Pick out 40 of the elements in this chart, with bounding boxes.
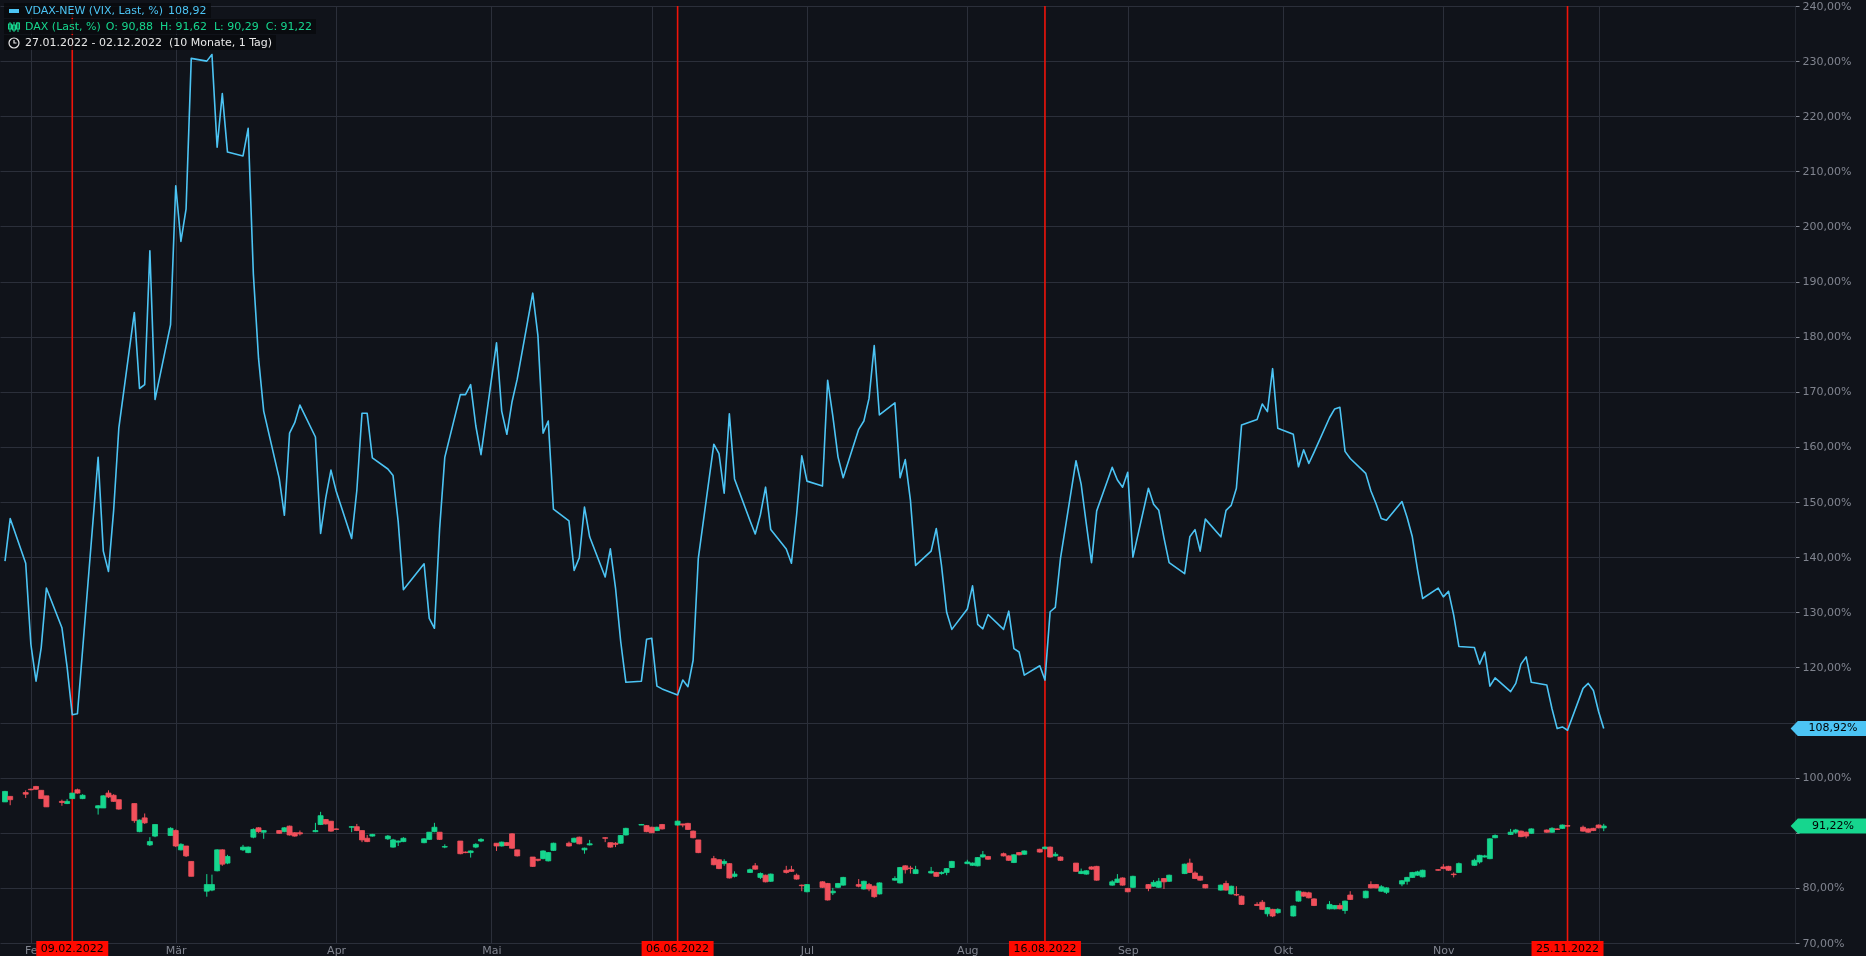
y-tick-label: 180,00% — [1802, 330, 1852, 344]
x-tick-label: Sep — [1117, 943, 1139, 956]
y-tick-label: 210,00% — [1802, 164, 1852, 178]
x-tick-label: Mär — [165, 943, 188, 956]
y-tick-label: 230,00% — [1802, 54, 1852, 68]
legend-label: VDAX-NEW (VIX, Last, %) — [25, 3, 164, 18]
y-tick-label: 70,00% — [1802, 936, 1845, 950]
x-tick-label: Nov — [1433, 943, 1456, 956]
ref-line-label: 16.08.2022 — [1013, 942, 1077, 955]
y-tick-label: 190,00% — [1802, 275, 1852, 289]
x-tick-label: Mai — [482, 943, 502, 956]
y-tick-label: 160,00% — [1802, 440, 1852, 454]
x-tick-label: Apr — [327, 943, 347, 956]
y-tick-label: 240,00% — [1802, 0, 1852, 13]
line-series — [4, 53, 1605, 732]
legend-label: DAX (Last, %) — [25, 19, 101, 34]
candlestick — [928, 866, 935, 875]
y-tick-label: 200,00% — [1802, 219, 1852, 233]
annotation: 27.01.2022 - 02.12.2022 (10 Monate, 1 Tag) — [25, 35, 273, 50]
x-tick-label: Aug — [957, 943, 979, 956]
y-tick-label: 140,00% — [1802, 550, 1852, 564]
y-tick-label: 220,00% — [1802, 109, 1852, 123]
ref-line-label: 06.06.2022 — [646, 942, 710, 955]
annotation: 108,92 — [168, 3, 207, 18]
y-tick-label: 150,00% — [1802, 495, 1852, 509]
candlestick — [131, 803, 138, 824]
x-tick-label: Okt — [1273, 943, 1294, 956]
annotation: O: 90,88 H: 91,62 L: 90,29 C: 91,22 — [105, 19, 313, 34]
y-tick-label: 130,00% — [1802, 605, 1852, 619]
text: 108,92% — [1808, 721, 1858, 735]
y-tick-label: 80,00% — [1802, 881, 1845, 895]
candlestick — [1161, 877, 1167, 890]
y-tick-label: 100,00% — [1802, 771, 1852, 785]
ref-line-label: 09.02.2022 — [40, 942, 104, 955]
text: 91,22% — [1812, 819, 1854, 833]
y-tick-label: 120,00% — [1802, 660, 1852, 674]
ref-line-label: 25.11.2022 — [1536, 942, 1600, 955]
candlestick — [59, 799, 65, 807]
x-tick-label: Jul — [799, 943, 815, 956]
y-tick-label: 170,00% — [1802, 385, 1852, 399]
